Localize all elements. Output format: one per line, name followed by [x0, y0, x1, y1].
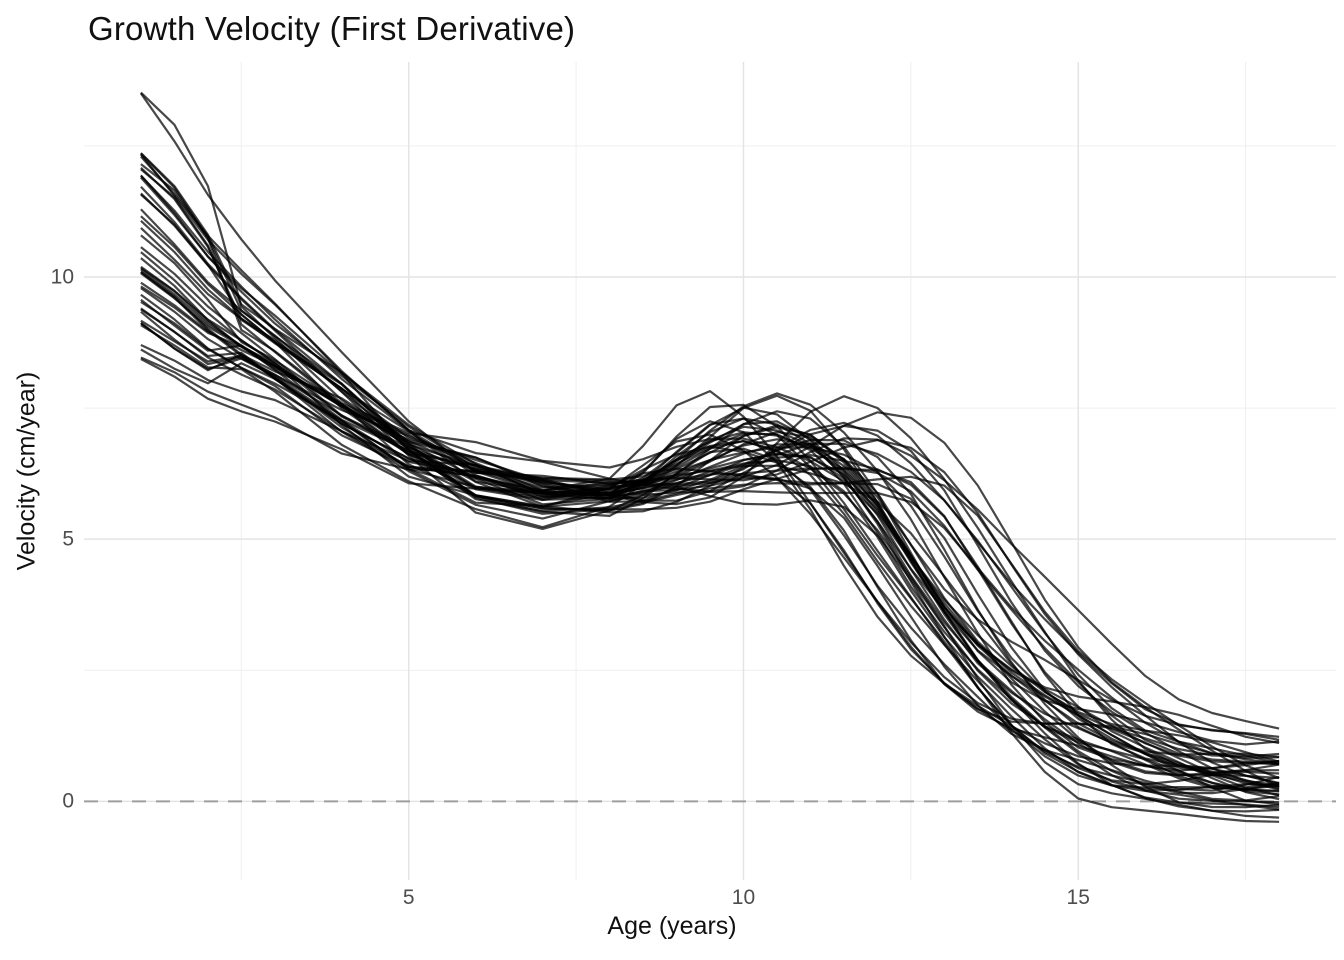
velocity-curve — [140, 215, 1280, 770]
velocity-curve — [140, 319, 1280, 809]
y-tick-label: 0 — [62, 789, 74, 813]
x-axis-title: Age (years) — [607, 912, 737, 940]
velocity-curve — [140, 301, 1280, 806]
velocity-curve — [140, 192, 1280, 795]
y-tick-label: 10 — [50, 265, 74, 289]
velocity-curve — [140, 321, 1280, 765]
velocity-curves — [139, 91, 1280, 823]
velocity-curve — [140, 166, 1280, 786]
velocity-curve — [140, 322, 1280, 801]
velocity-curve — [140, 307, 1280, 765]
velocity-curve — [140, 193, 1280, 788]
y-axis-title: Velocity (cm/year) — [12, 371, 41, 571]
velocity-curve — [140, 287, 1280, 819]
velocity-curve — [140, 155, 1280, 791]
chart-title: Growth Velocity (First Derivative) — [88, 10, 576, 47]
x-tick-label: 10 — [731, 886, 756, 909]
velocity-curve — [140, 270, 1280, 766]
velocity-curve — [140, 272, 1280, 787]
y-tick-label: 5 — [62, 527, 74, 551]
velocity-curve — [140, 324, 1280, 813]
velocity-curve — [140, 358, 1280, 785]
x-tick-label: 5 — [402, 886, 415, 909]
velocity-curve — [140, 285, 1280, 792]
x-tick-label: 15 — [1066, 886, 1090, 909]
velocity-curve — [140, 91, 1280, 730]
